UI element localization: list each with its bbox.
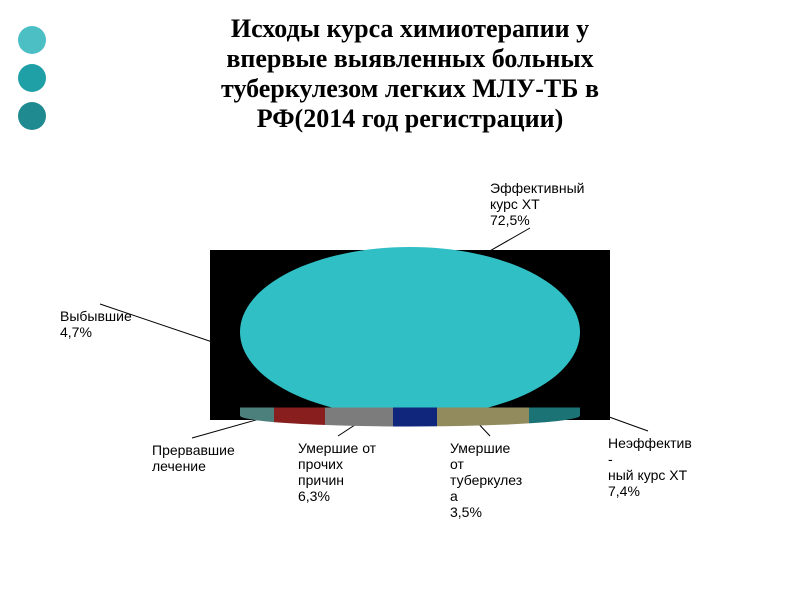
pie-3d	[240, 247, 580, 417]
slice-label-died_other: Умершие отпрочихпричин6,3%	[298, 440, 376, 504]
title-line: РФ(2014 год регистрации)	[90, 104, 730, 134]
slice-label-dropped: Выбывшие4,7%	[60, 308, 132, 340]
slice-label-effective: Эффективныйкурс ХТ72,5%	[490, 180, 584, 228]
dot-1	[18, 26, 46, 54]
slice-label-interrupted: Прервавшиелечение	[152, 442, 235, 474]
slice-label-died_tb: Умершиеоттуберкулеза3,5%	[450, 440, 522, 520]
title-line: Исходы курса химиотерапии у	[90, 14, 730, 44]
dot-3	[18, 102, 46, 130]
slide-title: Исходы курса химиотерапии увпервые выявл…	[90, 14, 730, 134]
slice-label-ineffective: Неэффектив-ный курс ХТ7,4%	[608, 435, 692, 499]
chart-plot-area	[210, 250, 610, 420]
title-line: впервые выявленных больных	[90, 44, 730, 74]
decorative-dots	[18, 26, 46, 130]
title-line: туберкулезом легких МЛУ-ТБ в	[90, 74, 730, 104]
pie-chart: Эффективныйкурс ХТ72,5% Неэффектив-ный ку…	[60, 180, 740, 580]
dot-2	[18, 64, 46, 92]
